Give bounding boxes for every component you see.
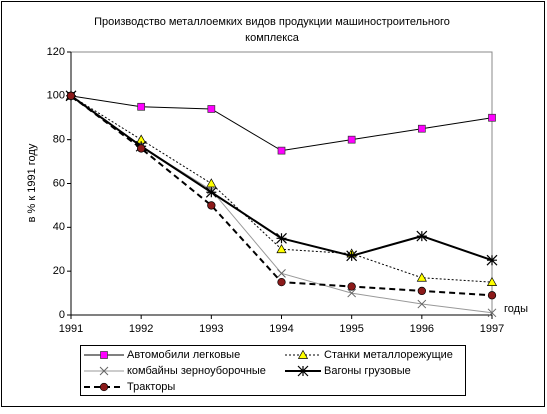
legend-label: Автомобили легковые xyxy=(127,349,240,361)
marker xyxy=(486,254,498,266)
marker xyxy=(417,286,426,296)
y-tick-label: 40 xyxy=(53,221,65,233)
y-axis-label: в % к 1991 году xyxy=(26,143,38,222)
marker xyxy=(347,288,357,298)
marker xyxy=(100,351,108,359)
y-tick-label: 0 xyxy=(59,309,65,321)
marker xyxy=(99,382,109,392)
marker xyxy=(277,146,286,155)
x-axis-label: годы xyxy=(504,303,528,315)
legend-label: Вагоны грузовые xyxy=(324,365,411,377)
y-tick-label: 60 xyxy=(53,177,65,189)
plot-area xyxy=(70,51,493,316)
marker xyxy=(99,366,109,376)
legend-label: Станки металлорежущие xyxy=(324,349,453,361)
marker xyxy=(416,230,428,242)
marker xyxy=(276,244,287,254)
marker xyxy=(277,277,286,287)
y-tick-label: 120 xyxy=(47,46,65,58)
y-tick-label: 100 xyxy=(47,90,65,102)
x-tick-label: 1992 xyxy=(129,323,153,335)
legend-label: комбайны зерноуборочные xyxy=(127,365,266,377)
marker xyxy=(346,250,358,262)
marker xyxy=(137,102,146,111)
marker xyxy=(297,365,309,377)
marker xyxy=(205,186,217,198)
marker xyxy=(277,269,286,278)
y-tick-label: 20 xyxy=(53,265,65,277)
y-tick-label: 80 xyxy=(53,134,65,146)
chart-title: комплекса xyxy=(245,32,300,44)
marker xyxy=(347,135,356,144)
marker xyxy=(297,349,309,359)
x-tick-label: 1996 xyxy=(410,323,434,335)
marker xyxy=(417,124,426,133)
marker xyxy=(207,201,216,210)
marker xyxy=(137,144,146,153)
legend-label: Тракторы xyxy=(127,381,175,393)
x-tick-label: 1993 xyxy=(199,323,223,335)
x-tick-label: 1994 xyxy=(269,323,293,335)
x-tick-label: 1991 xyxy=(59,323,83,335)
marker xyxy=(487,291,497,300)
chart-title: Производство металлоемких видов продукци… xyxy=(94,16,450,28)
marker xyxy=(486,276,498,286)
marker xyxy=(276,232,287,244)
x-tick-label: 1995 xyxy=(339,323,363,335)
marker xyxy=(416,272,427,282)
marker xyxy=(207,105,216,113)
x-tick-label: 1997 xyxy=(480,323,504,335)
marker xyxy=(488,113,496,122)
marker xyxy=(66,91,76,100)
legend xyxy=(80,345,466,396)
marker xyxy=(417,299,427,309)
marker xyxy=(347,282,356,291)
marker xyxy=(487,308,497,318)
marker xyxy=(206,178,217,188)
